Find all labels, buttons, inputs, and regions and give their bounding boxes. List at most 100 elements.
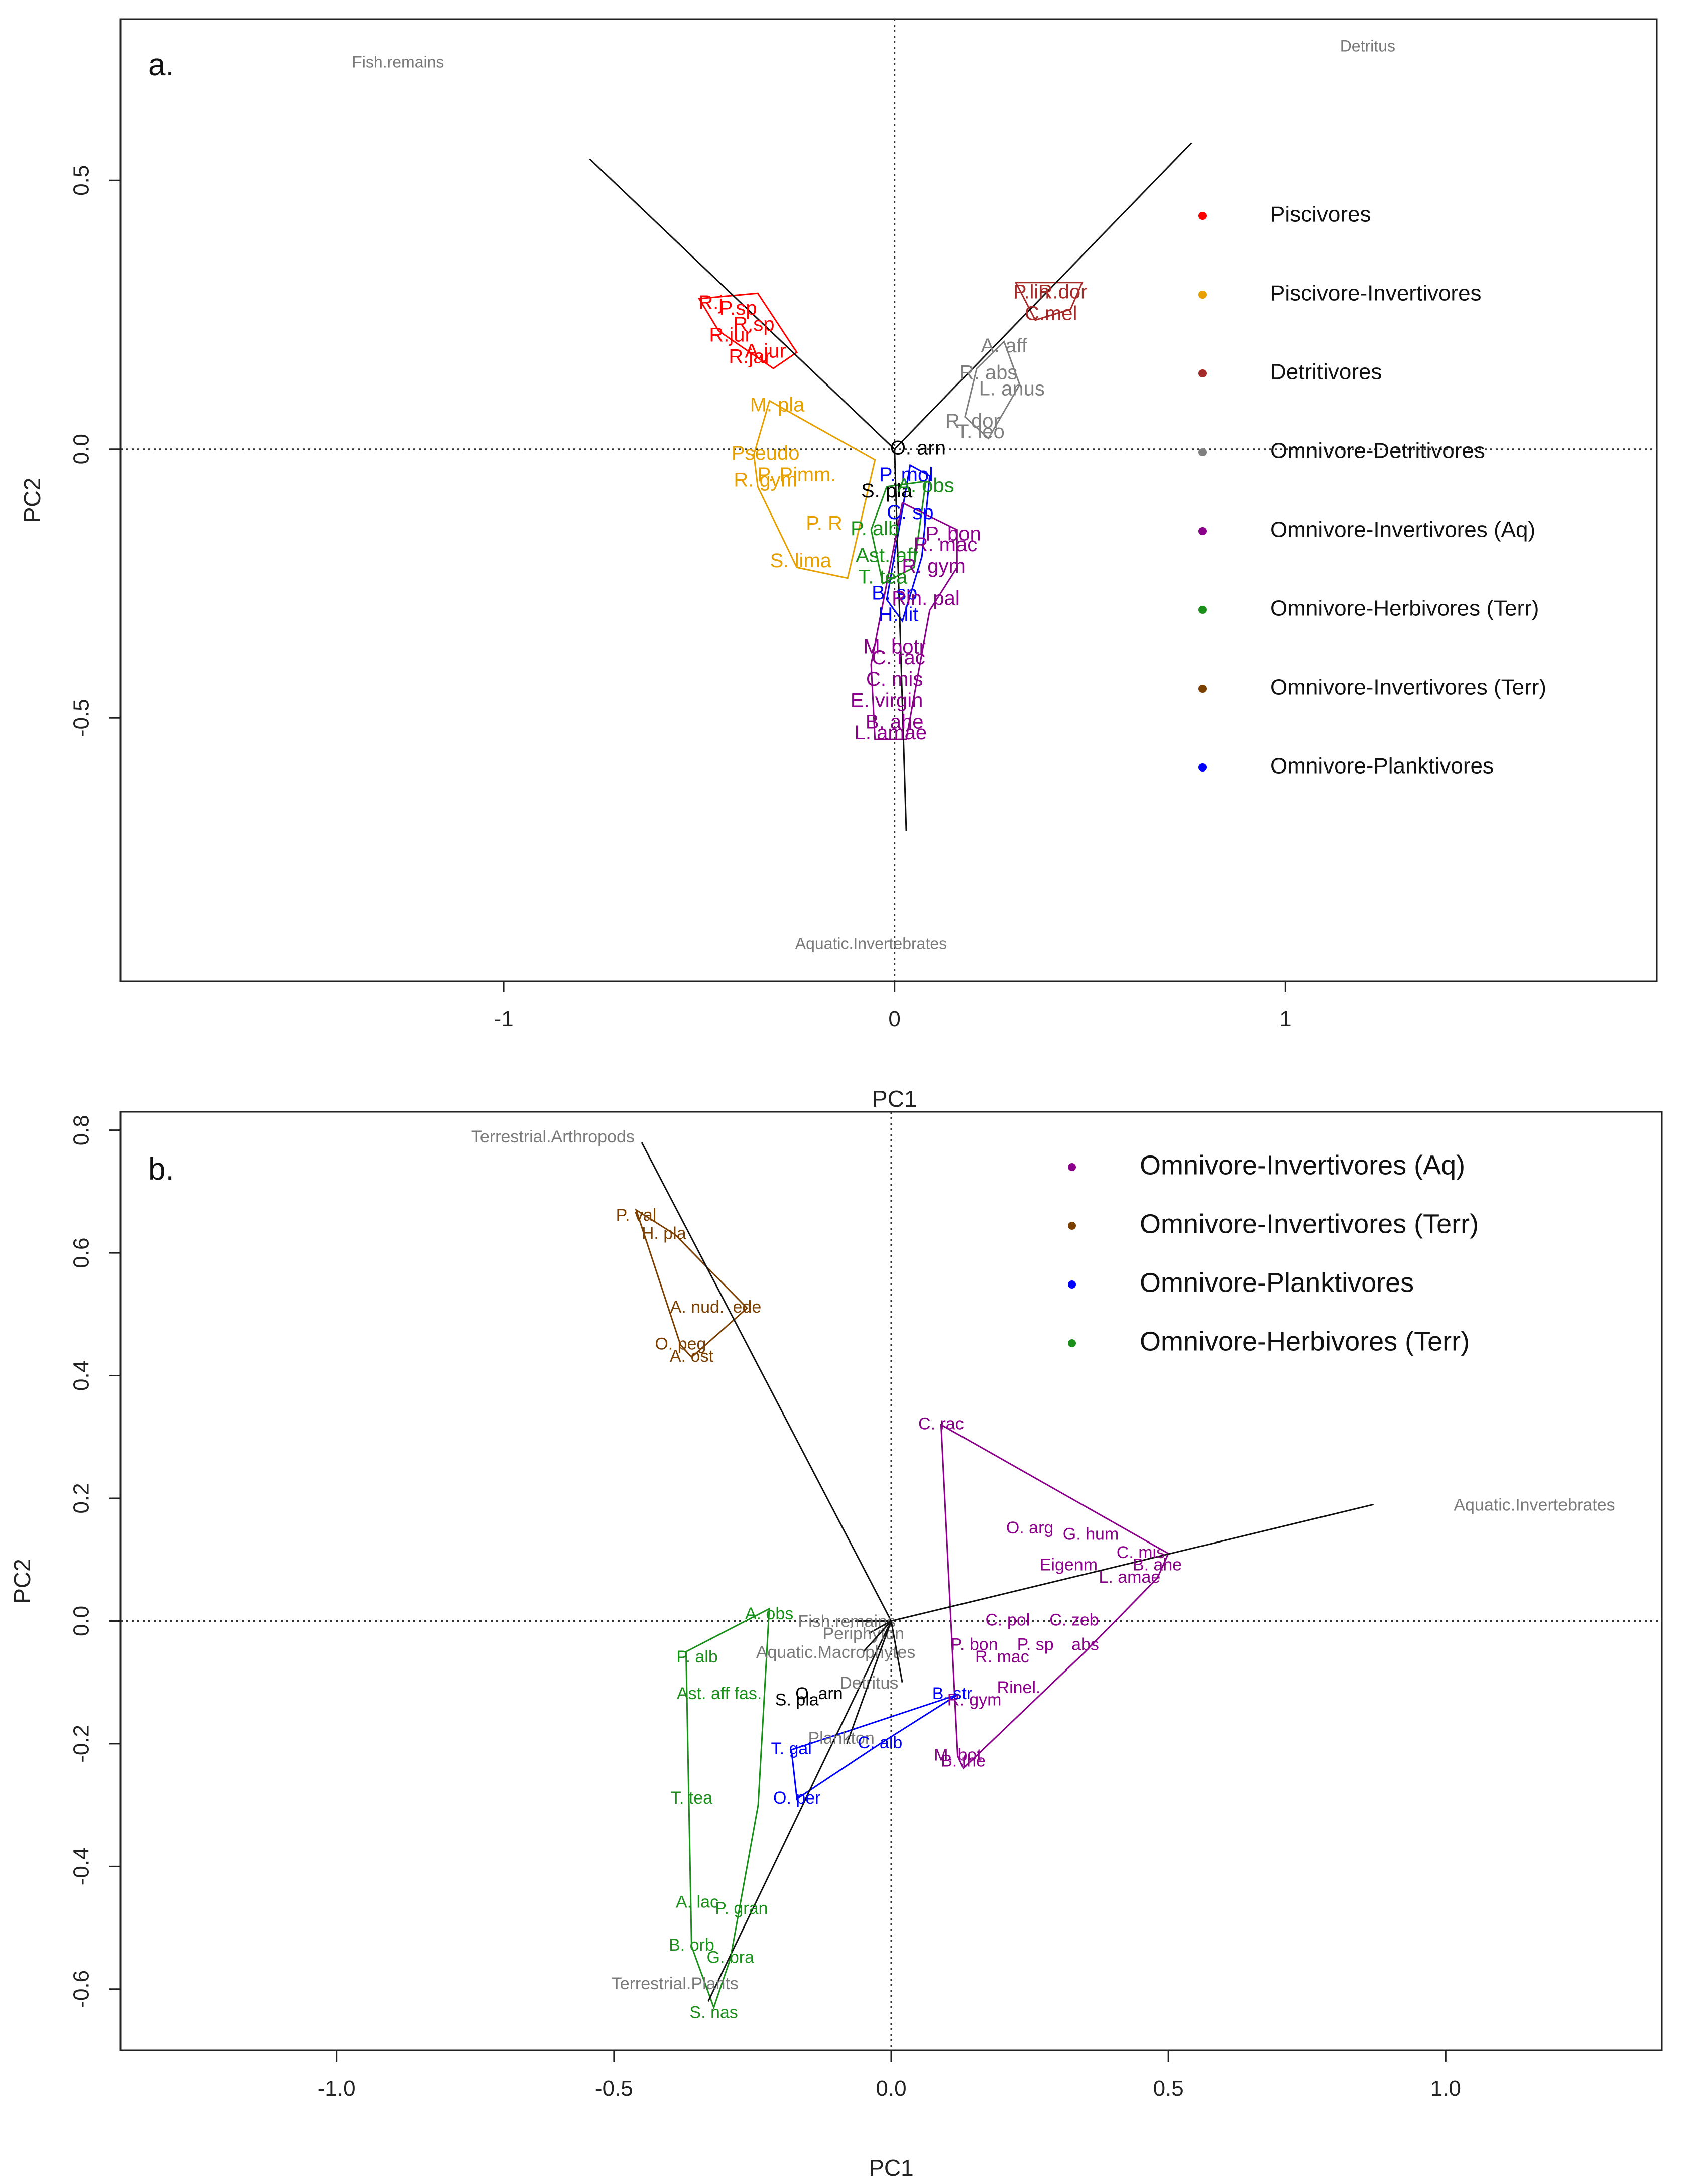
x-tick-label: 1 (1279, 1007, 1291, 1032)
legend-entry: Omnivore-Planktivores (1140, 1267, 1414, 1298)
x-tick-label: 1.0 (1430, 2076, 1461, 2101)
x-tick-label: 0.0 (876, 2076, 906, 2101)
species-point-label: P. R (806, 512, 843, 534)
species-point-label: L. amae (1099, 1568, 1160, 1587)
x-tick-label: -1.0 (318, 2076, 356, 2101)
species-point-label: P. gran (715, 1899, 768, 1918)
loading-vector (890, 1621, 903, 1683)
legend-marker (1198, 685, 1207, 693)
legend-marker (1198, 369, 1207, 377)
legend-entry: Piscivores (1270, 202, 1371, 227)
species-point-label: A. nud. (670, 1298, 725, 1317)
y-tick-label: 0.2 (69, 1483, 94, 1513)
loading-label: Fish.remains (352, 53, 444, 71)
y-tick-label: -0.6 (69, 1970, 94, 2008)
species-point-label: P.lin (1013, 281, 1050, 303)
species-point-label: C.mel (1025, 303, 1077, 325)
species-point-label: R. dor (945, 410, 1000, 432)
species-point-label: B. the (941, 1752, 986, 1771)
species-point-label: P. val (616, 1206, 657, 1225)
loading-vector (869, 1620, 892, 1634)
species-point-label: Ast. aff (856, 545, 918, 567)
convex-hull (870, 501, 958, 740)
species-point-label: M. pla (750, 394, 805, 416)
species-point-label: S. lima (770, 550, 832, 572)
convex-hull (886, 464, 931, 623)
loading-vector (641, 1142, 892, 1622)
species-point-label: R.sp (733, 313, 774, 335)
species-point-label: B. str (932, 1684, 972, 1703)
species-point-label: abs (1071, 1635, 1099, 1654)
species-point-label: ede (733, 1298, 762, 1317)
species-point-label: A. aff (981, 335, 1028, 357)
species-point-label: P. Pimm. (757, 464, 836, 486)
x-axis-title: PC1 (869, 2155, 913, 2181)
legend-marker (1198, 527, 1207, 535)
y-tick-label: 0.6 (69, 1238, 94, 1268)
convex-hull (1014, 282, 1084, 321)
species-point-label: H. lit (878, 603, 918, 625)
species-point-label: Rin. pal (892, 587, 960, 609)
legend-entry: Omnivore-Invertivores (Aq) (1270, 518, 1535, 542)
y-tick-label: 0.0 (69, 1606, 94, 1636)
legend-marker (1068, 1280, 1076, 1289)
legend-entry: Omnivore-Invertivores (Terr) (1270, 675, 1546, 700)
convex-hull (940, 1423, 1170, 1770)
species-point-label: C. mis (1117, 1543, 1165, 1562)
species-point-label: C. alb (858, 1733, 902, 1752)
species-point-label: C. rac (872, 647, 925, 669)
legend-entry: Omnivore-Detritivores (1270, 439, 1485, 463)
loading-vector (707, 1620, 892, 2002)
loading-label: Plankton (808, 1729, 874, 1748)
loading-label: Aquatic.Macrophytes (756, 1643, 916, 1662)
loading-vector (894, 142, 1192, 450)
species-point-label: Rinel. (997, 1678, 1041, 1697)
species-point-label: S. pla (775, 1690, 819, 1709)
convex-hull (635, 1208, 749, 1359)
species-point-label: E. virgin (851, 690, 923, 712)
y-tick-label: 0.0 (69, 434, 94, 464)
species-point-label: M. botr (863, 636, 925, 658)
x-axis-title: PC1 (872, 1086, 917, 1112)
legend-marker (1198, 606, 1207, 614)
species-point-label: P. bon (925, 523, 981, 545)
species-point-label: R. mac (975, 1647, 1029, 1666)
species-point-label: C. mis (866, 668, 923, 690)
plot-frame (119, 18, 1658, 982)
loading-label: Terrestrial.Plants (612, 1974, 739, 1993)
species-point-label: A. lac (676, 1893, 718, 1912)
species-point-label: R. gym (902, 555, 966, 577)
species-point-label: C. sp (887, 501, 933, 524)
species-point-label: B. ahe (1133, 1555, 1182, 1574)
convex-hull (964, 340, 1021, 440)
loading-label: Aquatic.Invertebrates (1454, 1495, 1615, 1514)
convex-hull (753, 400, 876, 579)
species-point-label: A. obs (745, 1604, 793, 1623)
species-point-label: H. pla (642, 1224, 686, 1243)
y-tick-label: 0.8 (69, 1115, 94, 1145)
species-point-label: R.dor (1038, 281, 1088, 303)
species-point-label: R.jar (729, 345, 771, 367)
y-tick-label: 0.5 (69, 165, 94, 196)
loading-label: Periphyton (823, 1624, 905, 1643)
loading-label: Detritus (1340, 37, 1395, 55)
legend-entry: Omnivore-Invertivores (Terr) (1140, 1209, 1479, 1239)
species-point-label: T. tea (671, 1788, 712, 1808)
loading-label: Aquatic.Invertebrates (795, 935, 947, 953)
panel-b: -1.0 -0.5 0.0 0.5 1.0 -0.6 -0.4 -0.2 0.0 0.2 0.4 0.… (9, 1111, 1663, 2181)
species-point-label: P. alb (851, 518, 899, 540)
species-point-label: O. per (773, 1788, 820, 1808)
species-point-label: S. pla (861, 480, 913, 502)
legend-marker (1198, 291, 1207, 299)
legend-entry: Detritivores (1270, 360, 1382, 384)
species-point-label: R. mac (914, 534, 978, 556)
species-point-label: T. tea (858, 566, 908, 588)
y-tick-label: -0.5 (69, 699, 94, 737)
species-point-label: O. arn (890, 437, 946, 459)
y-axis-title: PC2 (19, 478, 45, 523)
species-point-label: R.j (698, 292, 723, 314)
x-tick-label: -0.5 (595, 2076, 633, 2101)
panel-a: -1 0 1 -0.5 0.0 0.5 PC1 PC2 a. Fish.remains Detrit… (19, 18, 1658, 1112)
species-point-label: B. orb (669, 1936, 714, 1955)
y-tick-label: 0.4 (69, 1360, 94, 1391)
